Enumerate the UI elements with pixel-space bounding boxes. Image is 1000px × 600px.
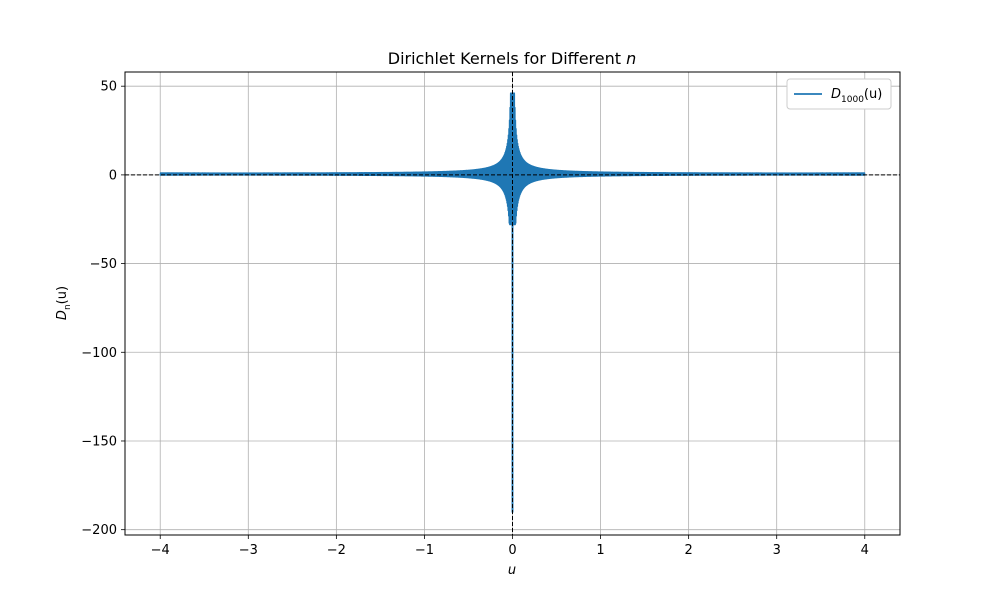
x-tick-label: −4 bbox=[151, 543, 170, 558]
legend-label: D1000(u) bbox=[831, 87, 882, 105]
y-axis-label: Dn(u) bbox=[55, 286, 73, 320]
x-tick-label: 4 bbox=[861, 543, 869, 558]
x-tick-label: 2 bbox=[684, 543, 692, 558]
y-tick-label: 50 bbox=[100, 80, 117, 95]
legend-box bbox=[786, 78, 892, 110]
chart-title: Dirichlet Kernels for Different n bbox=[388, 49, 637, 68]
x-tick-label: 0 bbox=[508, 543, 516, 558]
y-tick-label: −100 bbox=[81, 346, 117, 361]
x-axis-label: u bbox=[508, 563, 516, 578]
ticks: −4 −3 −2 −1 0 1 2 3 4 50 0 −50 −100 −150 −200 bbox=[81, 80, 869, 558]
x-tick-label: 1 bbox=[596, 543, 604, 558]
x-tick-label: −1 bbox=[415, 543, 434, 558]
y-tick-label: −50 bbox=[90, 257, 117, 272]
x-tick-label: 3 bbox=[773, 543, 781, 558]
x-tick-label: −3 bbox=[239, 543, 258, 558]
y-tick-label: −200 bbox=[81, 523, 117, 538]
legend: D1000(u) bbox=[786, 78, 892, 110]
x-tick-label: −2 bbox=[327, 543, 346, 558]
y-tick-label: −150 bbox=[81, 434, 117, 449]
y-tick-label: 0 bbox=[109, 168, 117, 183]
reference-lines bbox=[125, 72, 900, 535]
